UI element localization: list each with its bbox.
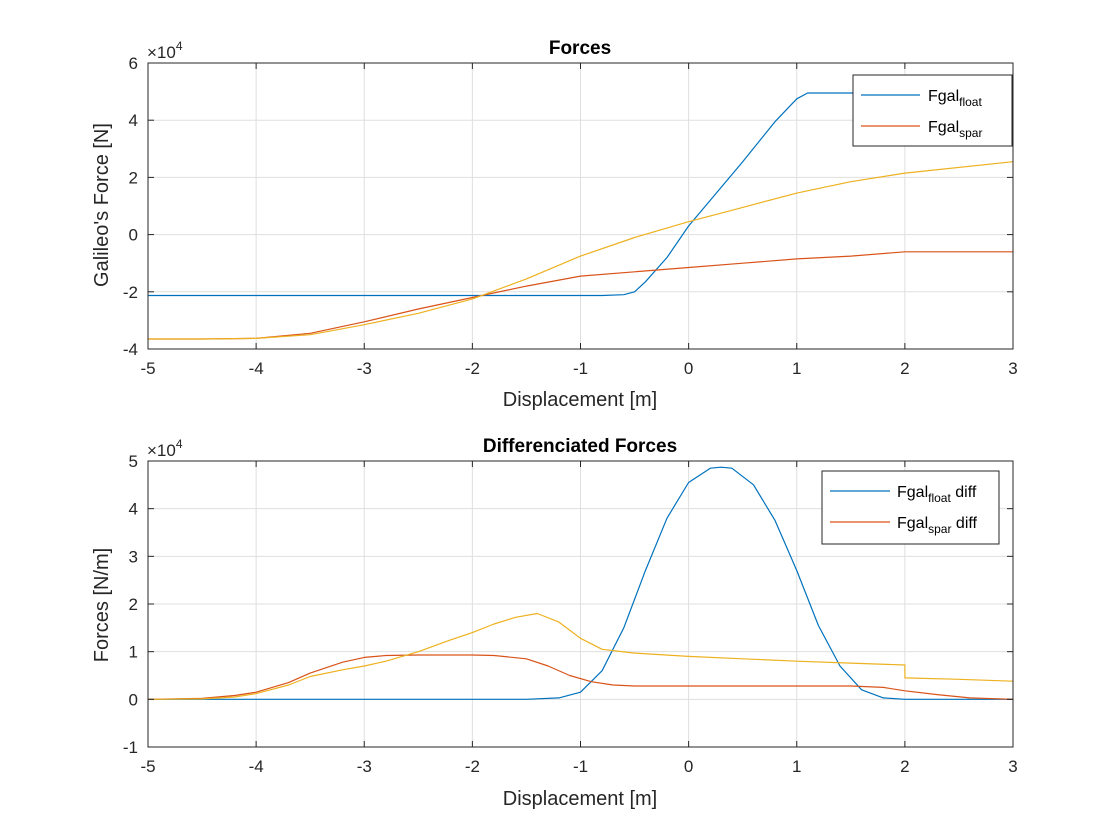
- forces-y-multiplier-base: ×10: [147, 43, 176, 62]
- diff-series-spar-line: [147, 654, 1014, 700]
- forces-series-lines: [148, 92, 1014, 340]
- diff-y-ticks: -1 0 1 2 3 4 5: [123, 452, 1013, 757]
- forces-x-tick-label-2: -3: [357, 359, 372, 378]
- diff-x-tick-label-0: -5: [140, 757, 155, 776]
- forces-series-spar-line: [148, 251, 1013, 340]
- forces-y-tick-label-4: 4: [129, 111, 138, 130]
- forces-x-tick-label-5: 0: [684, 359, 693, 378]
- diff-legend-entry-float: Fgalfloat diff: [897, 484, 977, 505]
- diff-y-tick-label-5: 4: [129, 500, 138, 519]
- forces-x-tick-label-3: -2: [465, 359, 480, 378]
- forces-x-tick-label-0: -5: [140, 359, 155, 378]
- forces-legend[interactable]: Fgalfloat Fgalspar: [852, 74, 1013, 147]
- diff-legend-entry-spar: Fgalspar diff: [897, 515, 978, 536]
- forces-y-tick-label-2: 0: [129, 226, 138, 245]
- forces-y-ticks: -4 -2 0 2 4 6: [123, 54, 1013, 359]
- forces-y-tick-label-0: -4: [123, 340, 138, 359]
- diff-x-ticks: -5 -4 -3 -2 -1 0 1 2 3: [140, 461, 1018, 776]
- diff-chart-title: Differenciated Forces: [483, 436, 677, 457]
- forces-legend-entry-float: Fgalfloat: [928, 88, 982, 109]
- forces-chart-title: Forces: [549, 38, 611, 59]
- diff-series-third-line: [147, 612, 1014, 700]
- diff-y-tick-label-4: 3: [129, 547, 138, 566]
- forces-x-tick-label-7: 2: [900, 359, 909, 378]
- forces-x-tick-label-1: -4: [249, 359, 264, 378]
- diff-y-axis-label: Forces [N/m]: [91, 548, 113, 662]
- diff-y-multiplier-base: ×10: [147, 441, 176, 460]
- forces-x-axis-label: Displacement [m]: [503, 389, 658, 411]
- differentiated-forces-chart: -5 -4 -3 -2 -1 0 1 2 3 -1 0 1 2 3 4 5 Differenciated F…: [91, 436, 1018, 810]
- diff-legend[interactable]: Fgalfloat diff Fgalspar diff: [821, 470, 1000, 545]
- forces-legend-box: [852, 74, 1013, 147]
- diff-y-tick-label-0: -1: [123, 738, 138, 757]
- diff-legend-box: [821, 470, 1000, 545]
- forces-x-tick-label-4: -1: [573, 359, 588, 378]
- diff-series-lines: [147, 466, 1014, 700]
- diff-x-tick-label-3: -2: [465, 757, 480, 776]
- diff-y-tick-label-2: 1: [129, 643, 138, 662]
- diff-x-tick-label-5: 0: [684, 757, 693, 776]
- forces-y-multiplier: ×104: [147, 39, 183, 62]
- diff-y-multiplier-exponent: 4: [176, 437, 183, 451]
- forces-x-tick-label-8: 3: [1008, 359, 1017, 378]
- forces-y-tick-label-5: 6: [129, 54, 138, 73]
- diff-x-tick-label-2: -3: [357, 757, 372, 776]
- diff-x-tick-label-8: 3: [1008, 757, 1017, 776]
- diff-x-tick-label-6: 1: [792, 757, 801, 776]
- diff-series-float-line: [148, 466, 1013, 700]
- diff-x-axis-label: Displacement [m]: [503, 788, 658, 810]
- forces-series-third-line: [148, 161, 1014, 340]
- diff-x-tick-label-7: 2: [900, 757, 909, 776]
- forces-legend-entry-spar: Fgalspar: [928, 119, 982, 140]
- diff-y-tick-label-6: 5: [129, 452, 138, 471]
- diff-y-tick-label-3: 2: [129, 595, 138, 614]
- forces-y-axis-label: Galileo's Force [N]: [91, 123, 113, 287]
- forces-y-tick-label-3: 2: [129, 168, 138, 187]
- forces-y-multiplier-exponent: 4: [176, 39, 183, 53]
- diff-x-tick-label-1: -4: [249, 757, 264, 776]
- diff-y-multiplier: ×104: [147, 437, 183, 460]
- diff-y-tick-label-1: 0: [129, 690, 138, 709]
- forces-x-tick-label-6: 1: [792, 359, 801, 378]
- diff-x-tick-label-4: -1: [573, 757, 588, 776]
- forces-y-tick-label-1: -2: [123, 283, 138, 302]
- forces-x-ticks: -5 -4 -3 -2 -1 0 1 2 3: [140, 63, 1018, 378]
